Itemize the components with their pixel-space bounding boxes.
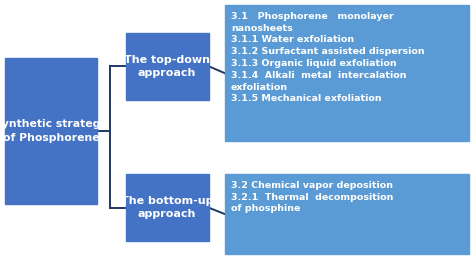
FancyBboxPatch shape <box>5 58 97 204</box>
FancyBboxPatch shape <box>126 33 209 100</box>
Text: 3.2 Chemical vapor deposition
3.2.1  Thermal  decomposition
of phosphine: 3.2 Chemical vapor deposition 3.2.1 Ther… <box>231 181 393 213</box>
Text: The top-down
approach: The top-down approach <box>124 54 210 78</box>
FancyBboxPatch shape <box>126 174 209 241</box>
FancyBboxPatch shape <box>225 5 469 141</box>
Text: 3.1   Phosphorene   monolayer
nanosheets
3.1.1 Water exfoliation
3.1.2 Surfactan: 3.1 Phosphorene monolayer nanosheets 3.1… <box>231 12 424 103</box>
FancyBboxPatch shape <box>225 174 469 254</box>
Text: Synthetic strategy
of Phosphorene: Synthetic strategy of Phosphorene <box>0 119 108 143</box>
Text: The bottom-up
approach: The bottom-up approach <box>121 196 213 219</box>
